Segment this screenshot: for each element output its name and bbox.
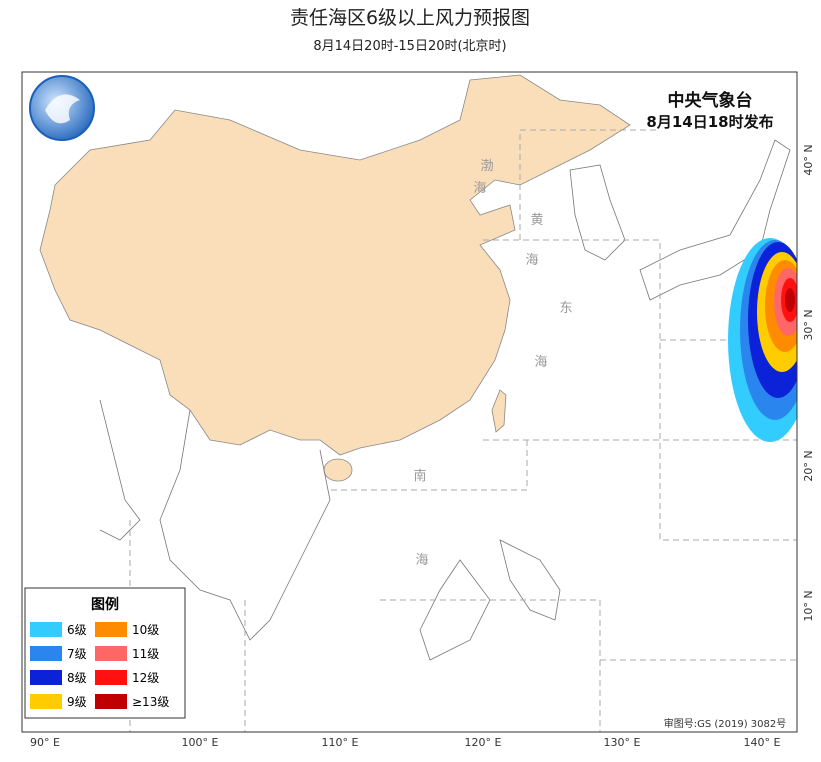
latitude-label: 10° N — [802, 590, 815, 621]
longitude-label: 130° E — [604, 736, 641, 749]
sea-label: 黄 — [530, 213, 543, 228]
taiwan — [491, 389, 507, 433]
logo — [29, 75, 95, 141]
approval-number: 审图号:GS (2019) 3082号 — [664, 717, 787, 730]
other-coastlines — [99, 139, 791, 661]
issued-time: 8月14日18时发布 — [646, 113, 773, 131]
title: 责任海区6级以上风力预报图 — [290, 7, 530, 29]
legend: 图例 6级 7级 8级 9级 10级 11级 12级 ≥13级 — [24, 587, 186, 719]
legend-swatch — [30, 670, 62, 685]
legend-label: 7级 — [67, 647, 87, 661]
legend-swatch — [95, 646, 127, 661]
legend-swatch — [30, 622, 62, 637]
wind-zone — [785, 288, 795, 312]
legend-swatch — [30, 646, 62, 661]
map-frame — [21, 71, 798, 733]
legend-label: ≥13级 — [132, 695, 169, 709]
legend-label: 11级 — [132, 647, 159, 661]
legend-swatch — [95, 670, 127, 685]
wind-area — [728, 238, 797, 442]
longitude-label: 110° E — [322, 736, 359, 749]
legend-swatch — [30, 694, 62, 709]
sea-label: 东 — [559, 301, 572, 316]
agency: 中央气象台 — [668, 90, 753, 111]
china-land — [39, 74, 631, 456]
legend-title: 图例 — [91, 596, 119, 613]
sea-label: 海 — [415, 553, 428, 568]
sea-label: 渤 — [480, 158, 493, 174]
sea-label: 海 — [525, 253, 538, 268]
responsibility-areas — [129, 129, 797, 732]
legend-label: 9级 — [67, 695, 87, 709]
hainan — [323, 458, 353, 482]
legend-label: 6级 — [67, 623, 87, 637]
sea-label: 南 — [413, 468, 426, 484]
legend-swatch — [95, 622, 127, 637]
legend-swatch — [95, 694, 127, 709]
latitude-label: 20° N — [802, 450, 815, 481]
legend-label: 12级 — [132, 671, 159, 685]
latitude-label: 40° N — [802, 144, 815, 175]
sea-label: 海 — [534, 355, 547, 370]
latitude-label: 30° N — [802, 309, 815, 340]
longitude-label: 100° E — [182, 736, 219, 749]
legend-label: 8级 — [67, 671, 87, 685]
legend-label: 10级 — [132, 623, 159, 637]
longitude-label: 120° E — [465, 736, 502, 749]
longitude-label: 140° E — [744, 736, 781, 749]
longitude-label: 90° E — [30, 736, 60, 749]
subtitle: 8月14日20时-15日20时(北京时) — [313, 39, 506, 54]
sea-label: 海 — [473, 181, 486, 196]
